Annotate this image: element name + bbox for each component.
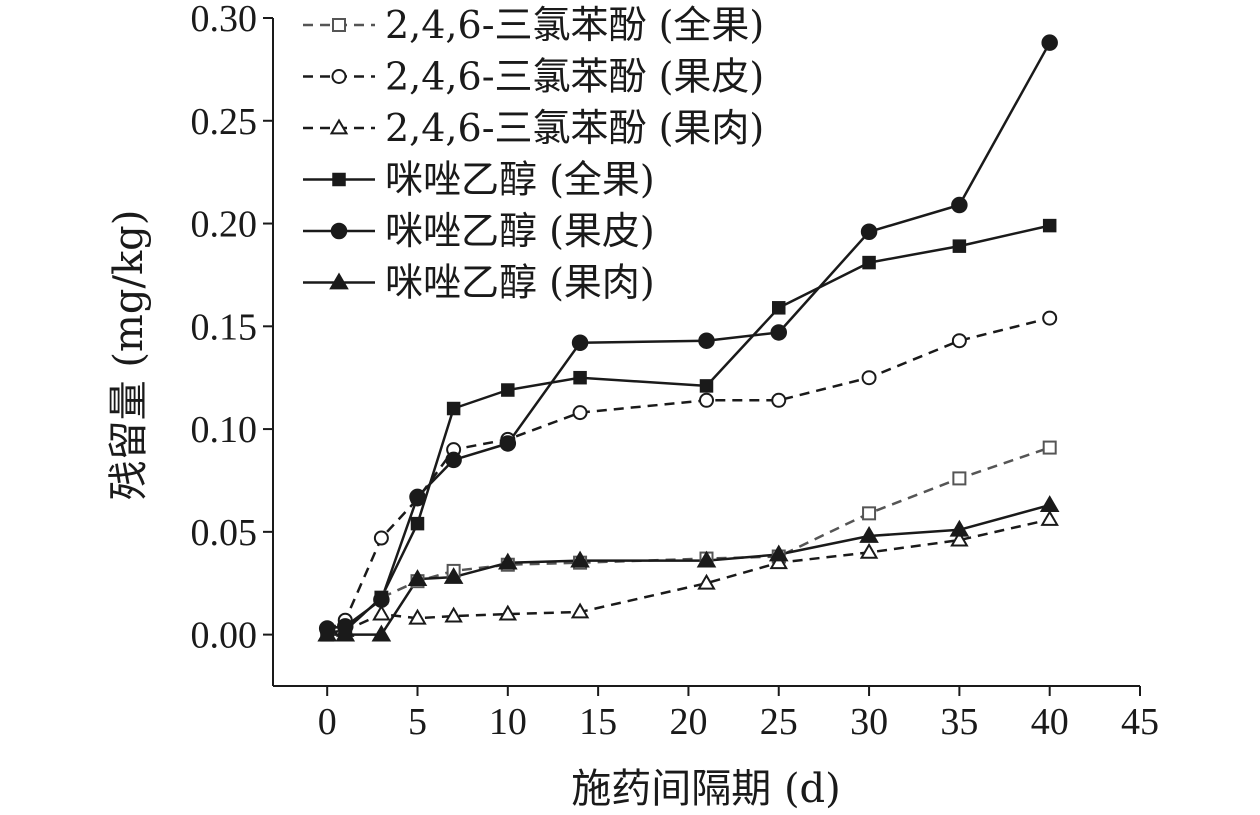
data-point-s6-11 (949, 519, 970, 537)
legend: 2,4,6-三氯苯酚 (全果) 2,4,6-三氯苯酚 (果皮) 2,4,6-三氯苯酚… (303, 3, 764, 305)
data-point-s1-11 (952, 471, 967, 486)
x-axis-title: 施药间隔期 (d) (571, 766, 841, 812)
x-tick-label: 20 (669, 701, 707, 743)
x-tick-label: 25 (760, 701, 798, 743)
data-point-s2-10 (861, 370, 877, 386)
y-tick-label: 0.15 (191, 306, 258, 348)
data-point-s5-7 (571, 334, 589, 352)
data-point-s5-12 (1041, 34, 1058, 51)
y-tick-label: 0.25 (191, 101, 258, 143)
series-line-6 (327, 503, 1051, 636)
series-lines (326, 42, 1051, 636)
data-point-s6-4 (407, 569, 428, 586)
legend-label-4: 咪唑乙醇 (全果) (385, 158, 655, 202)
data-point-s3-12 (1040, 510, 1059, 526)
data-point-s5-8 (698, 332, 715, 349)
data-point-s6-2 (335, 624, 356, 642)
data-point-s2-7 (572, 405, 588, 421)
data-point-s3-7 (570, 602, 590, 619)
data-point-s3-3 (372, 604, 391, 621)
data-point-s2-3 (373, 530, 389, 546)
x-tick-label: 35 (940, 701, 978, 743)
data-point-s4-9 (772, 301, 786, 315)
data-point-s3-10 (859, 542, 879, 559)
data-point-s5-9 (770, 324, 787, 341)
legend-marker-5 (330, 222, 348, 240)
legend-marker-3 (329, 118, 349, 135)
data-point-s6-3 (371, 624, 392, 642)
y-tick-label: 0.10 (191, 409, 258, 451)
data-point-s6-8 (696, 550, 717, 568)
data-point-s2-8 (699, 392, 714, 408)
data-point-s4-4 (410, 516, 425, 531)
legend-label-5: 咪唑乙醇 (果皮) (385, 209, 655, 253)
legend-label-6: 咪唑乙醇 (果肉) (385, 261, 655, 305)
y-tick-label: 0.05 (191, 512, 258, 554)
data-point-s4-7 (573, 370, 587, 385)
series-markers (317, 34, 1060, 642)
x-tick-label: 10 (489, 701, 527, 743)
x-tick-label: 5 (408, 701, 427, 743)
legend-marker-1 (332, 18, 346, 32)
data-point-s4-8 (699, 379, 714, 393)
y-tick-label: 0.20 (191, 204, 258, 246)
y-tick-label: 0.00 (191, 615, 258, 657)
data-point-s2-9 (771, 392, 787, 408)
data-point-s6-5 (443, 567, 464, 584)
data-point-s4-5 (446, 401, 461, 416)
data-point-s6-10 (859, 525, 879, 543)
data-point-s5-3 (373, 591, 390, 608)
legend-label-1: 2,4,6-三氯苯酚 (全果) (385, 3, 764, 47)
series-line-2 (326, 316, 1051, 632)
x-tick-label: 0 (318, 701, 337, 743)
data-point-s1-10 (862, 506, 877, 521)
data-point-s4-10 (862, 255, 876, 270)
data-point-s3-5 (444, 606, 463, 623)
data-point-s4-6 (501, 383, 515, 397)
y-axis-title: 残留量 (mg/kg) (106, 210, 152, 501)
data-point-s6-7 (570, 550, 590, 568)
legend-marker-4 (332, 172, 346, 187)
data-point-s3-4 (408, 608, 427, 625)
data-point-s6-9 (768, 544, 789, 562)
data-point-s5-11 (951, 196, 968, 214)
data-point-s5-6 (499, 435, 517, 452)
legend-marker-2 (331, 69, 347, 84)
data-point-s2-11 (951, 333, 967, 349)
data-point-s5-4 (409, 488, 426, 506)
data-point-s5-10 (860, 223, 878, 241)
data-point-s6-1 (317, 624, 337, 642)
legend-label-2: 2,4,6-三氯苯酚 (果皮) (385, 55, 764, 99)
data-point-s4-12 (1042, 218, 1057, 233)
y-tick-label: 0.30 (191, 0, 258, 40)
data-point-s3-9 (769, 553, 788, 570)
data-point-s3-6 (498, 604, 518, 621)
data-point-s5-5 (445, 451, 462, 469)
data-point-s3-11 (950, 530, 969, 547)
x-tick-label: 30 (850, 701, 888, 743)
data-point-s1-12 (1042, 440, 1057, 455)
legend-label-3: 2,4,6-三氯苯酚 (果肉) (385, 106, 764, 150)
legend-marker-6 (329, 272, 349, 290)
data-point-s3-8 (697, 573, 716, 590)
data-point-s4-11 (952, 239, 967, 253)
x-tick-label: 15 (579, 701, 617, 743)
x-tick-label: 40 (1031, 701, 1069, 743)
data-point-s6-6 (498, 552, 518, 570)
data-point-s2-12 (1042, 310, 1058, 326)
data-point-s6-12 (1039, 495, 1060, 512)
axis-ticks: 0.00 0.05 0.10 0.15 0.20 0.25 0.30 0 5 10 15 20 25 30… (191, 0, 1160, 743)
x-tick-label: 45 (1121, 701, 1159, 743)
